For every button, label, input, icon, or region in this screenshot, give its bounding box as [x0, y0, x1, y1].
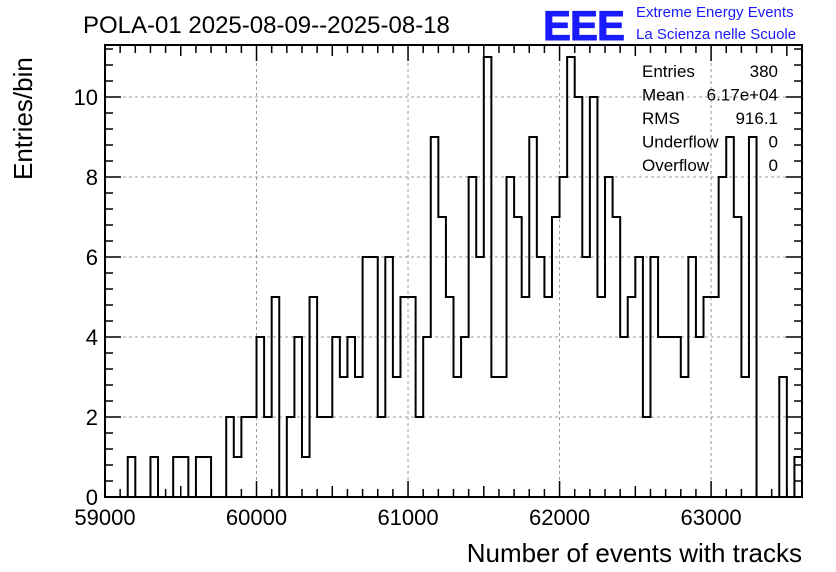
x-axis-title: Number of events with tracks — [467, 538, 802, 568]
histogram-line — [105, 56, 803, 498]
x-tick-label: 59000 — [74, 505, 135, 530]
y-axis-title: Entries/bin — [8, 57, 38, 180]
eee-logo: EEE Extreme Energy Events La Scienza nel… — [543, 2, 797, 50]
x-tick-label: 60000 — [226, 505, 287, 530]
logo-mark: EEE — [543, 2, 624, 49]
y-tick-label: 8 — [86, 165, 98, 190]
axis-ticks — [104, 45, 803, 498]
stats-value: 6.17e+04 — [707, 86, 778, 105]
chart-title: POLA-01 2025-08-09--2025-08-18 — [83, 12, 450, 39]
stats-label: Overflow — [642, 156, 710, 175]
y-tick-label: 6 — [86, 245, 98, 270]
grid-lines — [105, 45, 802, 497]
x-tick-label: 61000 — [377, 505, 438, 530]
x-tick-labels: 59000 60000 61000 62000 63000 — [74, 505, 741, 530]
x-tick-label: 62000 — [529, 505, 590, 530]
stats-label: Underflow — [642, 133, 719, 152]
y-tick-labels: 0 2 4 6 8 10 — [74, 85, 98, 510]
stats-value: 0 — [769, 156, 778, 175]
logo-line-2: La Scienza nelle Scuole — [636, 26, 796, 43]
stats-value: 0 — [769, 133, 778, 152]
stats-label: RMS — [642, 109, 680, 128]
stats-box: Entries 380 Mean 6.17e+04 RMS 916.1 Underflow 0… — [642, 62, 778, 175]
x-tick-label: 63000 — [680, 505, 741, 530]
y-tick-label: 4 — [86, 325, 98, 350]
stats-value: 380 — [750, 62, 778, 81]
plot-frame — [104, 44, 803, 498]
logo-line-1: Extreme Energy Events — [636, 4, 794, 21]
stats-value: 916.1 — [735, 109, 778, 128]
y-tick-label: 0 — [86, 485, 98, 510]
stats-label: Entries — [642, 62, 695, 81]
y-tick-label: 10 — [74, 85, 98, 110]
y-tick-label: 2 — [86, 405, 98, 430]
stats-label: Mean — [642, 86, 685, 105]
